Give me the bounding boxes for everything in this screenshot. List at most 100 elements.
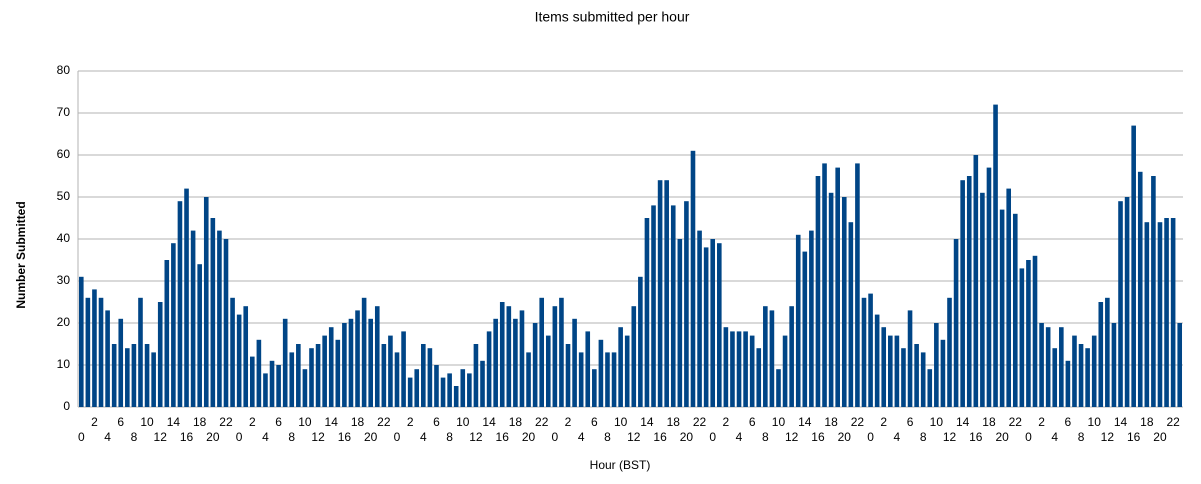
x-tick-label: 20 bbox=[995, 430, 1009, 444]
x-tick-label: 22 bbox=[1009, 415, 1023, 429]
bar bbox=[473, 344, 479, 407]
x-tick-label: 2 bbox=[880, 415, 887, 429]
x-tick-label: 14 bbox=[798, 415, 812, 429]
bar bbox=[920, 352, 926, 407]
bar bbox=[302, 369, 308, 407]
bar bbox=[131, 344, 137, 407]
bar bbox=[835, 167, 840, 407]
bar bbox=[848, 222, 854, 407]
bar bbox=[795, 234, 801, 407]
y-axis-label: Number Submitted bbox=[14, 201, 28, 308]
bar bbox=[1164, 218, 1169, 407]
x-tick-label: 12 bbox=[627, 430, 641, 444]
bar bbox=[966, 176, 972, 407]
bar bbox=[401, 331, 406, 407]
bar bbox=[763, 306, 768, 407]
x-tick-label: 22 bbox=[219, 415, 233, 429]
x-tick-label: 14 bbox=[956, 415, 970, 429]
bar bbox=[1131, 125, 1136, 407]
bar bbox=[822, 163, 827, 407]
x-tick-label: 10 bbox=[614, 415, 628, 429]
bar bbox=[296, 344, 301, 407]
x-tick-label: 10 bbox=[1088, 415, 1102, 429]
bar bbox=[1157, 222, 1163, 407]
bar bbox=[348, 318, 354, 407]
x-tick-label: 0 bbox=[867, 430, 874, 444]
bar bbox=[203, 197, 209, 407]
bar bbox=[986, 167, 992, 407]
bar bbox=[874, 314, 880, 407]
y-tick-label: 70 bbox=[57, 105, 71, 119]
x-tick-label: 12 bbox=[469, 430, 483, 444]
bar bbox=[1177, 323, 1183, 407]
bar bbox=[1059, 327, 1064, 407]
x-tick-label: 22 bbox=[377, 415, 391, 429]
bar bbox=[841, 197, 847, 407]
bar bbox=[1019, 268, 1025, 407]
bar bbox=[828, 192, 834, 407]
bar bbox=[934, 323, 939, 407]
bar bbox=[1170, 218, 1176, 407]
bar bbox=[940, 339, 946, 407]
x-tick-label: 16 bbox=[969, 430, 983, 444]
bar bbox=[309, 348, 314, 407]
bar bbox=[723, 327, 729, 407]
bar bbox=[710, 239, 716, 407]
bar bbox=[598, 339, 604, 407]
bar bbox=[98, 297, 104, 407]
x-tick-label: 18 bbox=[1140, 415, 1154, 429]
bar bbox=[453, 386, 459, 407]
bar bbox=[644, 218, 650, 407]
bar bbox=[210, 218, 216, 407]
y-tick-label: 30 bbox=[57, 273, 71, 287]
x-tick-label: 22 bbox=[535, 415, 549, 429]
bar bbox=[269, 360, 275, 407]
bar bbox=[1006, 188, 1012, 407]
bar bbox=[342, 323, 347, 407]
bar bbox=[335, 339, 341, 407]
x-tick-label: 8 bbox=[762, 430, 769, 444]
bar bbox=[769, 310, 775, 407]
x-tick-label: 4 bbox=[262, 430, 269, 444]
bar bbox=[157, 302, 163, 407]
x-tick-label: 10 bbox=[456, 415, 470, 429]
bar bbox=[703, 247, 709, 407]
x-tick-label: 14 bbox=[325, 415, 339, 429]
bar bbox=[519, 310, 525, 407]
bar bbox=[125, 348, 130, 407]
bar bbox=[901, 348, 906, 407]
x-tick-label: 20 bbox=[522, 430, 536, 444]
bar bbox=[361, 297, 367, 407]
bar bbox=[526, 352, 531, 407]
bar bbox=[440, 377, 446, 407]
x-tick-label: 6 bbox=[433, 415, 440, 429]
bar bbox=[743, 331, 748, 407]
bar bbox=[638, 276, 643, 407]
x-tick-label: 6 bbox=[117, 415, 124, 429]
bar bbox=[789, 306, 794, 407]
bar bbox=[1052, 348, 1058, 407]
x-tick-label: 0 bbox=[394, 430, 401, 444]
bar bbox=[953, 239, 959, 407]
bar bbox=[230, 297, 235, 407]
y-tick-label: 40 bbox=[57, 231, 71, 245]
bar bbox=[486, 331, 492, 407]
bar bbox=[631, 306, 637, 407]
bar bbox=[565, 344, 571, 407]
x-tick-label: 8 bbox=[920, 430, 927, 444]
bar bbox=[611, 352, 617, 407]
bar bbox=[1045, 327, 1051, 407]
x-tick-label: 0 bbox=[709, 430, 716, 444]
x-tick-label: 6 bbox=[907, 415, 914, 429]
bar bbox=[670, 205, 676, 407]
x-tick-label: 18 bbox=[351, 415, 365, 429]
bar bbox=[276, 365, 281, 407]
bar bbox=[217, 230, 222, 407]
x-tick-label: 18 bbox=[982, 415, 996, 429]
bar bbox=[776, 369, 781, 407]
bar bbox=[414, 369, 420, 407]
x-tick-label: 4 bbox=[1051, 430, 1058, 444]
bar bbox=[1118, 201, 1123, 407]
x-tick-label: 22 bbox=[851, 415, 865, 429]
x-tick-label: 4 bbox=[104, 430, 111, 444]
